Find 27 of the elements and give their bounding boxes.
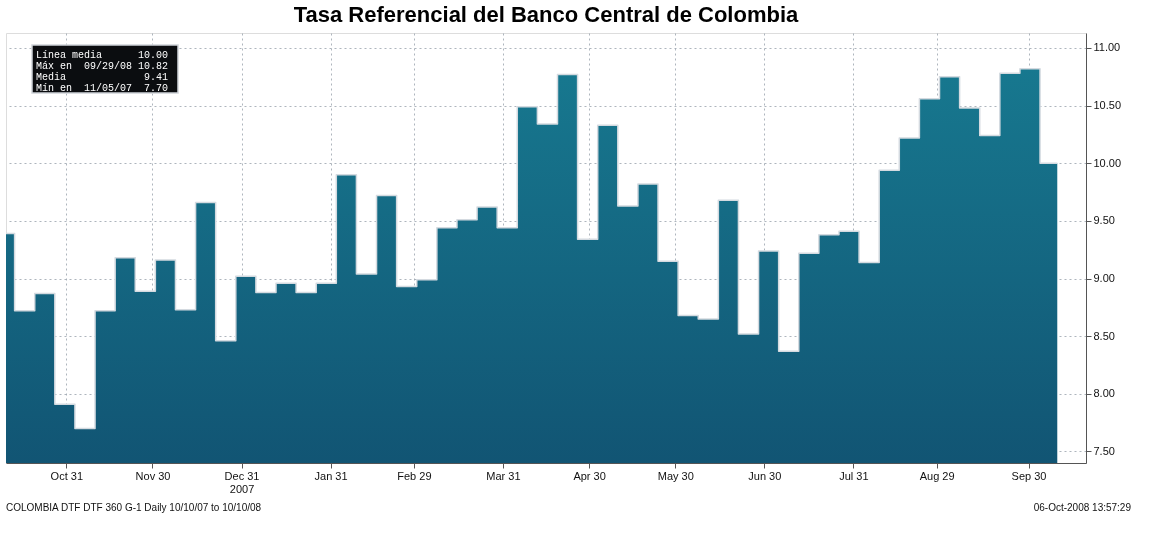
x-tick-label: Aug 29	[919, 469, 955, 482]
text: 06-Oct-2008 13:57:29	[1033, 502, 1132, 513]
x-tick-label: Jan 31	[314, 469, 348, 482]
x-tick-label: Sep 30	[1011, 469, 1047, 482]
y-tick-label: 9.00	[1093, 272, 1115, 285]
x-tick-label: Feb 29	[397, 469, 432, 482]
x-tick-label: Apr 30	[573, 469, 606, 482]
y-tick-label: 8.00	[1093, 387, 1115, 400]
x-tick-label: Oct 31	[50, 469, 84, 482]
chart-title: Tasa Referencial del Banco Central de Colombia	[293, 2, 800, 27]
x-tick-label: Jul 31	[839, 469, 869, 482]
x-tick-label: Nov 30	[135, 469, 171, 482]
annotation: Media 9.41	[36, 72, 169, 83]
annotation: Línea media 10.00	[36, 50, 169, 61]
annotation: Máx en 09/29/08 10.82	[36, 61, 169, 72]
x-tick-label: Mar 31	[486, 469, 521, 482]
x-tick-label: May 30	[657, 469, 694, 482]
text: COLOMBIA DTF DTF 360 G-1 Daily 10/10/07 to 10/10/08	[6, 502, 262, 513]
x-tick-label: Jun 30	[748, 469, 782, 482]
y-tick-label: 9.50	[1093, 214, 1115, 227]
y-tick-label: 10.50	[1093, 99, 1122, 112]
y-tick-label: 8.50	[1093, 329, 1115, 342]
annotation: Mín en 11/05/07 7.70	[36, 83, 169, 94]
y-tick-label: 10.00	[1093, 156, 1122, 169]
y-tick-label: 11.00	[1093, 41, 1121, 54]
y-tick-label: 7.50	[1093, 444, 1115, 457]
x-tick-label: Dec 31 2007	[224, 469, 260, 495]
